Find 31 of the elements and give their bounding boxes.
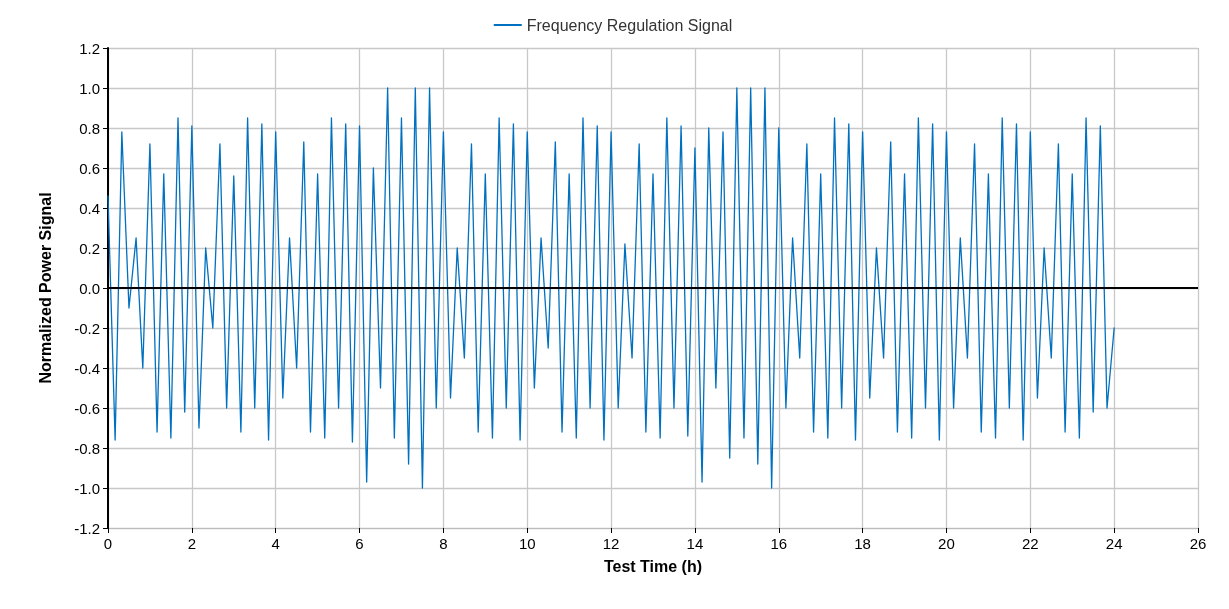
x-tick-label: 6 <box>355 535 364 552</box>
y-axis-title: Normalized Power Signal <box>36 192 54 384</box>
x-tick-label: 26 <box>1189 535 1207 552</box>
y-tick-label: 0.6 <box>79 159 100 177</box>
y-tick-label: -0.4 <box>74 359 100 377</box>
y-tick-label: -0.2 <box>74 319 100 337</box>
y-tick-label: 0.4 <box>79 199 100 217</box>
x-tick-label: 18 <box>854 535 871 552</box>
x-tick-label: 0 <box>103 535 113 552</box>
y-tick-label: -0.6 <box>74 399 100 417</box>
x-tick-label: 2 <box>187 535 197 552</box>
x-tick-label: 12 <box>602 535 620 552</box>
y-tick-label: -1.0 <box>74 479 100 497</box>
x-tick-label: 10 <box>518 535 536 552</box>
legend-label: Frequency Regulation Signal <box>526 16 733 34</box>
x-tick-label: 8 <box>439 535 448 552</box>
x-axis-title: Test Time (h) <box>603 557 703 575</box>
y-tick-label: 0.8 <box>79 119 100 137</box>
line-series <box>107 87 1115 489</box>
y-tick-label: 1.2 <box>79 39 100 57</box>
x-tick-label: 14 <box>686 535 704 552</box>
y-tick-label: 0.0 <box>79 279 100 297</box>
y-tick-label: 0.2 <box>79 239 100 257</box>
y-tick-label: -1.2 <box>74 519 100 537</box>
y-tick-label: -0.8 <box>74 439 100 457</box>
x-tick-label: 16 <box>770 535 788 552</box>
x-tick-label: 20 <box>938 535 955 552</box>
x-tick-label: 22 <box>1021 535 1039 552</box>
y-tick-label: 1.0 <box>79 79 100 97</box>
x-tick-label: 4 <box>271 535 280 552</box>
x-tick-label: 24 <box>1105 535 1123 552</box>
